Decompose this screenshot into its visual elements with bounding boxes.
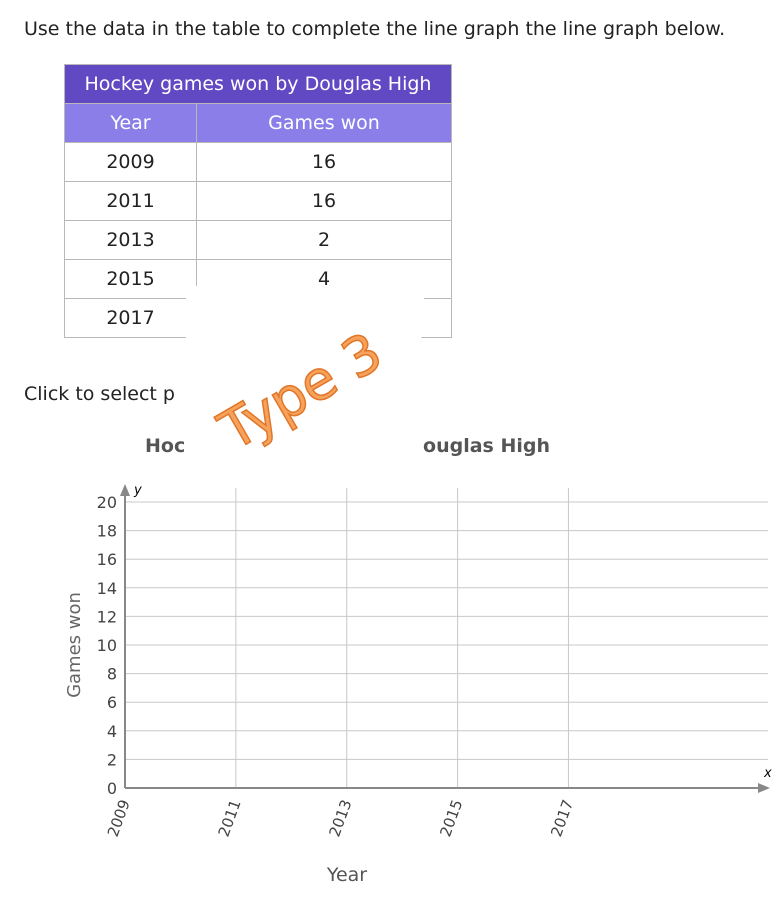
y-tick-label: 16 xyxy=(97,550,117,569)
y-tick-label: 6 xyxy=(107,693,117,712)
y-arrow xyxy=(120,484,130,496)
y-axis-label: Games won xyxy=(64,592,85,698)
chart-title: Hoc xyxy=(145,435,185,457)
x-tick-label: 2009 xyxy=(104,797,134,839)
y-tick-label: 14 xyxy=(97,579,117,598)
table-cell: 2015 xyxy=(64,259,197,299)
x-tick-label: 2011 xyxy=(215,797,245,839)
table-row: 2013 2 xyxy=(64,220,452,260)
table-cell: 2017 xyxy=(64,298,197,338)
prompt: Click to select p xyxy=(24,383,175,405)
y-tick-label: 0 xyxy=(107,779,117,798)
x-tick-label: 2013 xyxy=(326,797,356,839)
table-row: 2009 16 xyxy=(64,142,452,182)
table-header: Year xyxy=(64,103,197,143)
table-header: Games won xyxy=(196,103,452,143)
y-tick-label: 2 xyxy=(107,750,117,769)
x-axis-label: Year xyxy=(326,864,367,886)
table-cell: 2011 xyxy=(64,181,197,221)
x-tick-label: 2017 xyxy=(547,797,577,839)
x-axis-symbol: x xyxy=(763,766,772,781)
table-cell: 16 xyxy=(196,142,452,182)
table-cell: 2013 xyxy=(64,220,197,260)
x-arrow xyxy=(758,783,770,793)
table-cell: 2009 xyxy=(64,142,197,182)
instruction: Use the data in the table to complete th… xyxy=(24,18,726,40)
y-tick-label: 4 xyxy=(107,722,117,741)
y-tick-label: 18 xyxy=(97,522,117,541)
chart-title: ouglas High xyxy=(423,435,550,457)
sticker-background xyxy=(186,286,424,458)
y-tick-label: 12 xyxy=(97,607,117,626)
data-table: Hockey games won by Douglas High Year Gam… xyxy=(64,64,452,338)
table-title: Hockey games won by Douglas High xyxy=(64,64,452,104)
y-tick-label: 20 xyxy=(97,493,117,512)
y-tick-label: 10 xyxy=(97,636,117,655)
y-tick-label: 8 xyxy=(107,665,117,684)
y-axis-symbol: y xyxy=(133,483,142,498)
x-tick-label: 2015 xyxy=(436,797,466,839)
